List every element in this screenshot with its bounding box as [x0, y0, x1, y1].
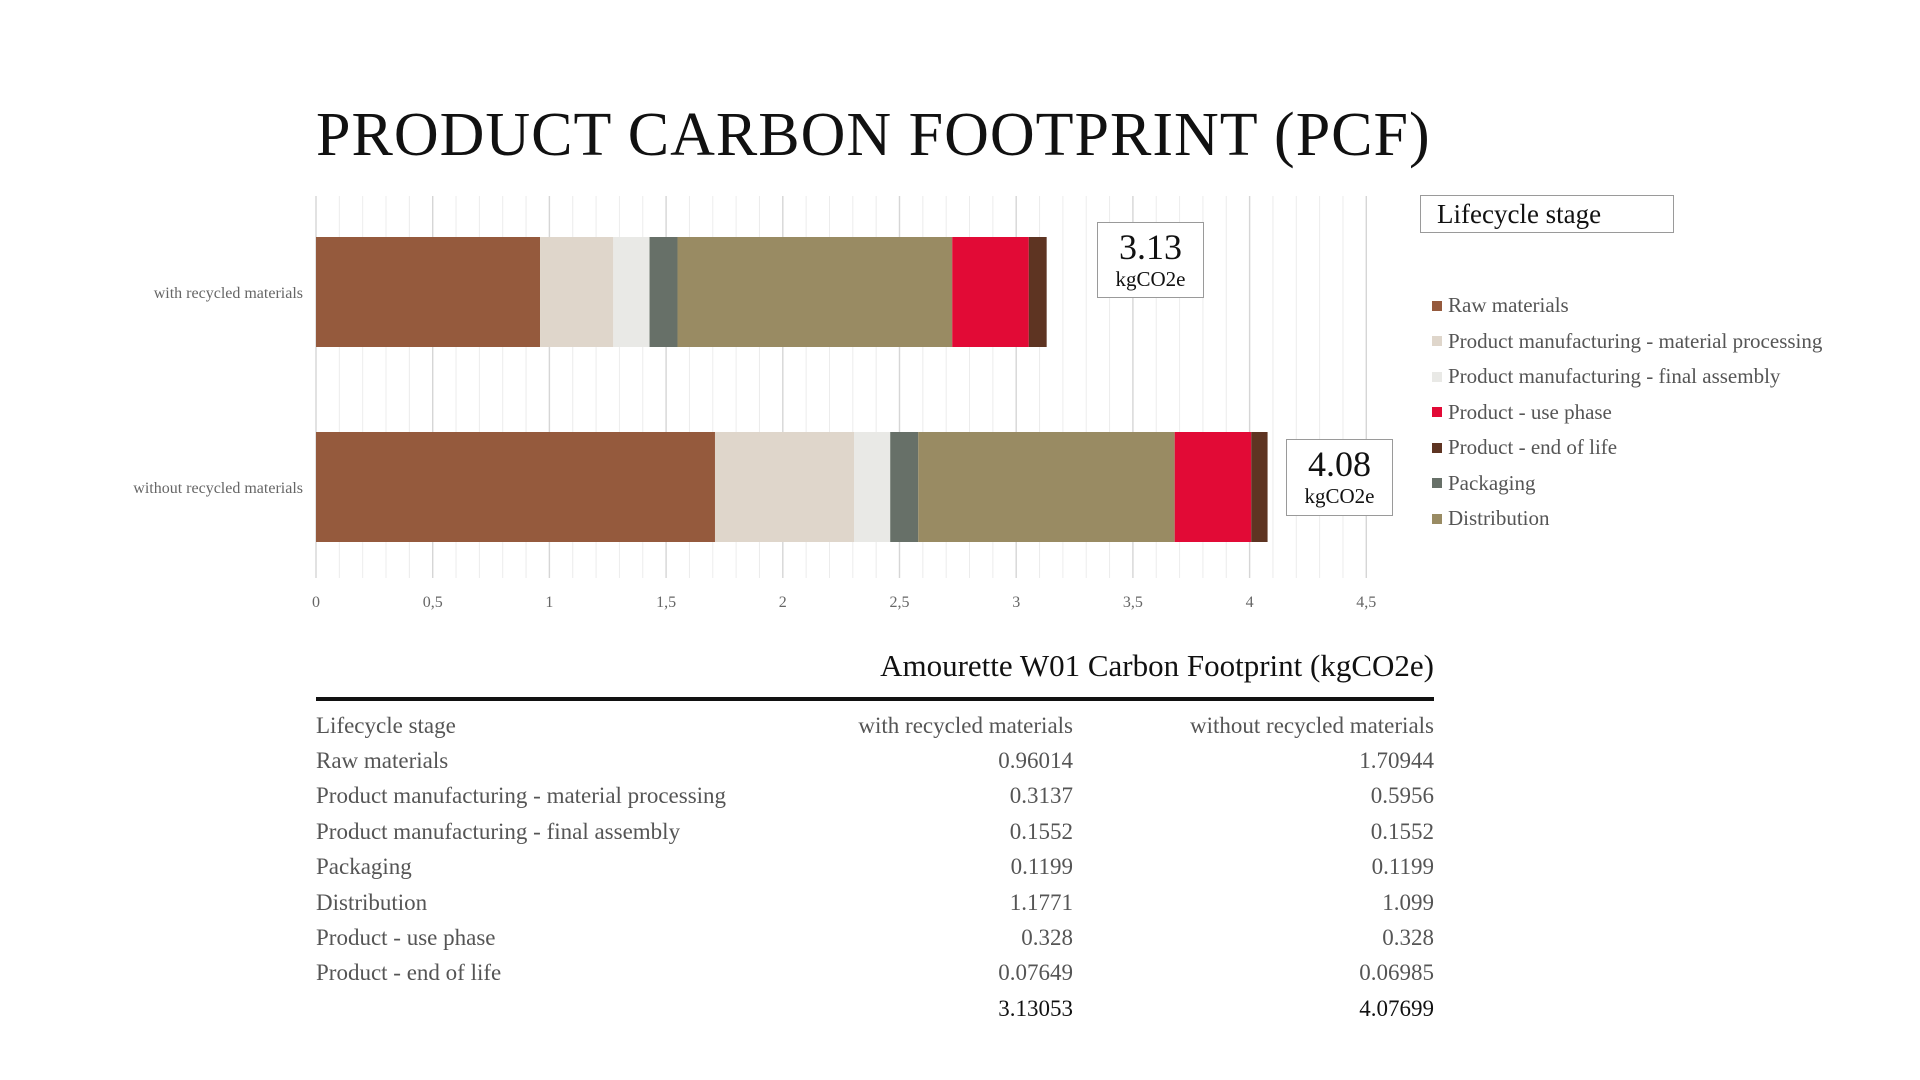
category-label: without recycled materials [133, 480, 303, 497]
legend-label: Packaging [1448, 470, 1536, 495]
legend-swatch [1432, 407, 1442, 418]
data-table: Lifecycle stage with recycled materials … [316, 708, 1434, 1027]
bar-segment [677, 237, 953, 347]
bar-segment [316, 432, 715, 542]
x-tick-label: 4,5 [1356, 594, 1376, 611]
legend-swatch [1432, 336, 1442, 347]
legend: Raw materials Product manufacturing - ma… [1432, 288, 1822, 537]
stacked-bar-chart: 0 0,5 1 1,5 2 2,5 3 3,5 4 4,5 with recycled materi… [133, 196, 1376, 611]
table-row: Distribution 1.1771 1.099 [316, 885, 1434, 920]
bar-segment [853, 432, 891, 542]
legend-swatch [1432, 300, 1442, 311]
table-header-row: Lifecycle stage with recycled materials … [316, 708, 1434, 743]
table-cell: 0.1552 [1370, 818, 1434, 844]
table-cell: 0.96014 [998, 748, 1073, 774]
legend-swatch [1432, 478, 1442, 489]
table-total-cell: 4.07699 [1359, 995, 1434, 1021]
table-total-cell: 3.13053 [998, 995, 1073, 1021]
legend-title: Lifecycle stage [1420, 195, 1674, 233]
table-cell: 0.1199 [1371, 854, 1434, 880]
page-title: PRODUCT CARBON FOOTPRINT (PCF) [316, 101, 1431, 169]
table-row: Product manufacturing - material process… [316, 779, 1434, 814]
legend-label: Product - end of life [1448, 435, 1618, 460]
bar-segment [540, 237, 614, 347]
table-cell: Distribution [316, 889, 428, 915]
legend-item: Product - use phase [1432, 395, 1822, 431]
legend-swatch [1432, 442, 1442, 453]
table-header-cell: without recycled materials [1190, 712, 1434, 738]
total-unit: kgCO2e [1304, 484, 1375, 508]
x-tick-label: 3 [1012, 594, 1020, 611]
total-value: 3.13 [1119, 227, 1182, 267]
total-label-without-recycled: 4.08 kgCO2e [1286, 439, 1393, 516]
legend-item: Product - end of life [1432, 430, 1822, 466]
legend-item: Raw materials [1432, 288, 1822, 324]
total-label-with-recycled: 3.13 kgCO2e [1097, 222, 1204, 298]
table-cell: 1.70944 [1359, 748, 1434, 774]
table-cell: Product - end of life [316, 960, 502, 986]
table-cell: Raw materials [316, 748, 449, 774]
legend-item: Distribution [1432, 501, 1822, 537]
table-cell: Product manufacturing - material process… [316, 783, 727, 809]
table-rule [316, 697, 1434, 701]
category-label: with recycled materials [154, 285, 303, 302]
total-value: 4.08 [1308, 444, 1371, 484]
table-cell: 0.1552 [1009, 818, 1073, 844]
table-cell: 0.07649 [998, 960, 1073, 986]
x-tick-label: 0,5 [423, 594, 443, 611]
legend-label: Product manufacturing - material process… [1448, 328, 1823, 353]
legend-label: Distribution [1448, 506, 1550, 531]
table-cell: Product manufacturing - final assembly [316, 818, 681, 844]
bar-segment [1028, 237, 1047, 347]
x-tick-label: 1,5 [656, 594, 676, 611]
x-tick-label: 2 [779, 594, 787, 611]
table-total-row: 3.13053 4.07699 [316, 991, 1434, 1026]
table-cell: 1.099 [1382, 889, 1434, 915]
total-unit: kgCO2e [1115, 267, 1186, 291]
bar-segment [952, 237, 1029, 347]
bar-segment [1174, 432, 1252, 542]
table-row: Product - end of life 0.07649 0.06985 [316, 956, 1434, 991]
legend-label: Product - use phase [1448, 399, 1612, 424]
table-row: Product - use phase 0.328 0.328 [316, 920, 1434, 955]
table-cell: Product - use phase [316, 925, 496, 951]
x-tick-label: 0 [312, 594, 320, 611]
bar-segment [918, 432, 1175, 542]
bar-segment [1251, 432, 1268, 542]
legend-item: Product manufacturing - final assembly [1432, 359, 1822, 395]
x-tick-label: 4 [1246, 594, 1254, 611]
table-cell: 0.3137 [1009, 783, 1073, 809]
table-cell: 0.328 [1382, 925, 1434, 951]
table-cell: 0.328 [1021, 925, 1073, 951]
x-tick-label: 2,5 [890, 594, 910, 611]
table-cell: 0.1199 [1010, 854, 1073, 880]
table-row: Raw materials 0.96014 1.70944 [316, 743, 1434, 778]
bar-segment [316, 237, 541, 347]
table-header-cell: Lifecycle stage [316, 712, 456, 738]
table-cell: 0.06985 [1359, 960, 1434, 986]
legend-label: Raw materials [1448, 293, 1569, 318]
bar-segment [714, 432, 854, 542]
legend-swatch [1432, 513, 1442, 524]
table-row: Packaging 0.1199 0.1199 [316, 850, 1434, 885]
table-cell: 0.5956 [1370, 783, 1434, 809]
x-tick-label: 1 [545, 594, 553, 611]
x-tick-label: 3,5 [1123, 594, 1143, 611]
bar-segment [649, 237, 678, 347]
table-cell [316, 991, 790, 1026]
legend-label: Product manufacturing - final assembly [1448, 364, 1781, 389]
bar-segment [613, 237, 650, 347]
table-row: Product manufacturing - final assembly 0… [316, 814, 1434, 849]
legend-swatch [1432, 371, 1442, 382]
table-cell: Packaging [316, 854, 412, 880]
table-title: Amourette W01 Carbon Footprint (kgCO2e) [880, 648, 1434, 683]
legend-item: Product manufacturing - material process… [1432, 324, 1822, 360]
bar-segment [890, 432, 919, 542]
legend-item: Packaging [1432, 466, 1822, 502]
table-header-cell: with recycled materials [858, 712, 1073, 738]
table-cell: 1.1771 [1009, 889, 1073, 915]
